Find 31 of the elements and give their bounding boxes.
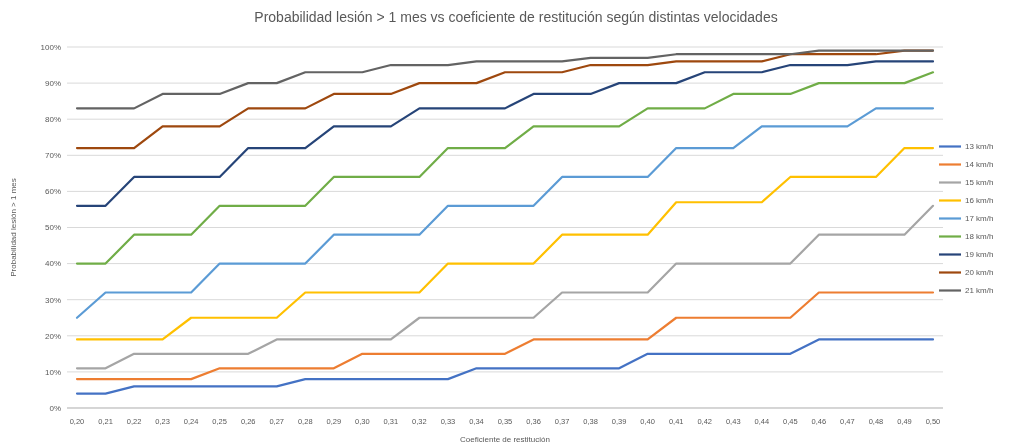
- line-series: [75, 49, 935, 110]
- y-tick-label: 100%: [40, 42, 61, 52]
- legend-label: 18 km/h: [965, 232, 994, 242]
- legend-label: 14 km/h: [965, 160, 994, 170]
- y-tick-label: 70%: [44, 151, 61, 161]
- line-series: [75, 146, 935, 341]
- legend-label: 16 km/h: [965, 196, 994, 206]
- line-series: [75, 71, 935, 265]
- y-tick-label: 0%: [49, 403, 61, 413]
- y-tick-label: 60%: [44, 187, 61, 197]
- y-axis-title: Probabilidad lesión > 1 mes: [9, 178, 18, 277]
- line-series: [75, 60, 935, 207]
- line-series: [75, 204, 935, 370]
- y-tick-label: 30%: [44, 295, 61, 305]
- legend-label: 17 km/h: [965, 214, 994, 224]
- line-series: [75, 107, 935, 319]
- legend-label: 21 km/h: [965, 286, 994, 296]
- y-tick-label: 80%: [44, 115, 61, 124]
- legend-label: 15 km/h: [965, 178, 994, 188]
- chart-title: Probabilidad lesión > 1 mes vs coeficiente de restitución según distintas velocidades: [254, 9, 778, 25]
- y-tick-label: 10%: [44, 367, 61, 377]
- y-tick-label: 50%: [44, 223, 61, 233]
- legend-label: 20 km/h: [965, 268, 994, 278]
- y-tick-label: 40%: [44, 259, 61, 269]
- legend-label: 19 km/h: [965, 250, 994, 260]
- legend-label: 13 km/h: [965, 142, 994, 152]
- line-series: [75, 338, 935, 395]
- y-tick-label: 20%: [44, 331, 61, 341]
- y-tick-label: 90%: [44, 78, 61, 88]
- line-series: [75, 291, 935, 381]
- x-axis-title: Coeficiente de restitución: [460, 435, 550, 444]
